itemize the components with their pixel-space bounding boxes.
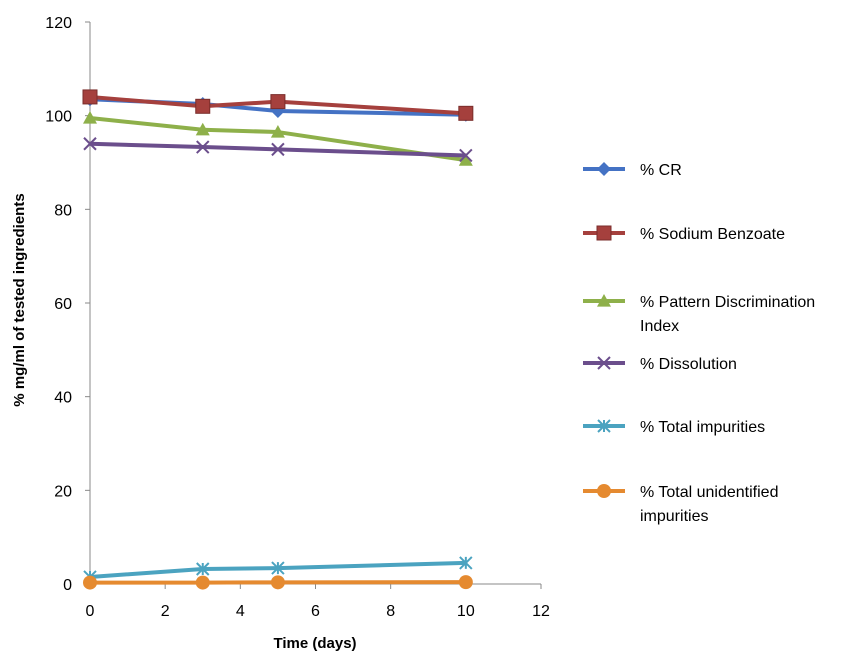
- data-point: [83, 137, 97, 151]
- legend-item: % Total impurities: [583, 419, 765, 436]
- data-point: [459, 148, 473, 163]
- data-point: [83, 111, 97, 124]
- x-tick-label: 6: [311, 603, 320, 620]
- y-tick-label: 120: [45, 15, 72, 32]
- series-5: [83, 575, 473, 590]
- y-axis-title: % mg/ml of tested ingredients: [11, 193, 28, 406]
- data-point: [82, 89, 98, 105]
- data-point: [458, 105, 474, 121]
- legend-marker: [597, 356, 611, 370]
- data-point: [458, 575, 473, 590]
- data-point: [271, 561, 285, 575]
- data-point: [195, 122, 210, 136]
- legend-label: % Pattern Discrimination Index: [640, 294, 815, 335]
- series-line: [89, 116, 467, 163]
- y-ticks: 0 20 40 60 80 100 120: [45, 15, 90, 594]
- legend-item: % Dissolution: [583, 356, 737, 373]
- data-point: [270, 94, 286, 110]
- data-point: [83, 575, 97, 590]
- x-tick-label: 4: [236, 603, 245, 620]
- series-line: [89, 94, 466, 116]
- x-tick-label: 2: [161, 603, 170, 620]
- data-point: [458, 153, 473, 166]
- legend-item: % Sodium Benzoate: [583, 225, 785, 243]
- x-tick-label: 12: [532, 603, 550, 620]
- data-point: [195, 575, 210, 590]
- legend-marker: [597, 419, 611, 433]
- data-point: [270, 125, 285, 138]
- x-tick-label: 0: [86, 603, 95, 620]
- x-axis-title: Time (days): [273, 635, 356, 652]
- axes: [89, 22, 541, 585]
- series-2: [83, 111, 473, 166]
- series-line: [89, 141, 466, 158]
- y-tick-label: 60: [54, 296, 72, 313]
- legend-marker: [596, 225, 612, 241]
- legend-marker: [597, 484, 611, 498]
- legend-item: % Pattern Discrimination Index: [583, 294, 815, 335]
- legend: % CR % Sodium Benzoate % Pattern Discrimin…: [583, 162, 815, 525]
- data-point: [196, 140, 210, 154]
- y-tick-label: 40: [54, 390, 72, 407]
- legend-label: % Total unidentified impurities: [640, 484, 778, 525]
- legend-marker: [597, 162, 611, 176]
- series-line: [89, 560, 466, 579]
- series-layer: [82, 89, 474, 590]
- y-tick-label: 20: [54, 483, 72, 500]
- data-point: [196, 562, 210, 576]
- data-point: [459, 556, 473, 570]
- y-tick-label: 0: [63, 577, 72, 594]
- x-ticks: 0 2 4 6 8 10 12: [86, 584, 550, 620]
- legend-label: % Sodium Benzoate: [640, 226, 785, 243]
- legend-marker: [597, 294, 611, 307]
- series-3: [83, 137, 473, 163]
- legend-label: % Total impurities: [640, 419, 765, 436]
- y-tick-label: 100: [45, 109, 72, 126]
- legend-item: % Total unidentified impurities: [583, 484, 778, 525]
- legend-item: % CR: [583, 162, 682, 179]
- legend-label: % Dissolution: [640, 356, 737, 373]
- y-tick-label: 80: [54, 202, 72, 219]
- data-point: [271, 142, 285, 157]
- series-1: [82, 89, 474, 121]
- data-point: [195, 98, 211, 114]
- data-point: [270, 575, 285, 590]
- legend-label: % CR: [640, 162, 682, 179]
- x-tick-label: 8: [386, 603, 395, 620]
- x-tick-label: 10: [457, 603, 475, 620]
